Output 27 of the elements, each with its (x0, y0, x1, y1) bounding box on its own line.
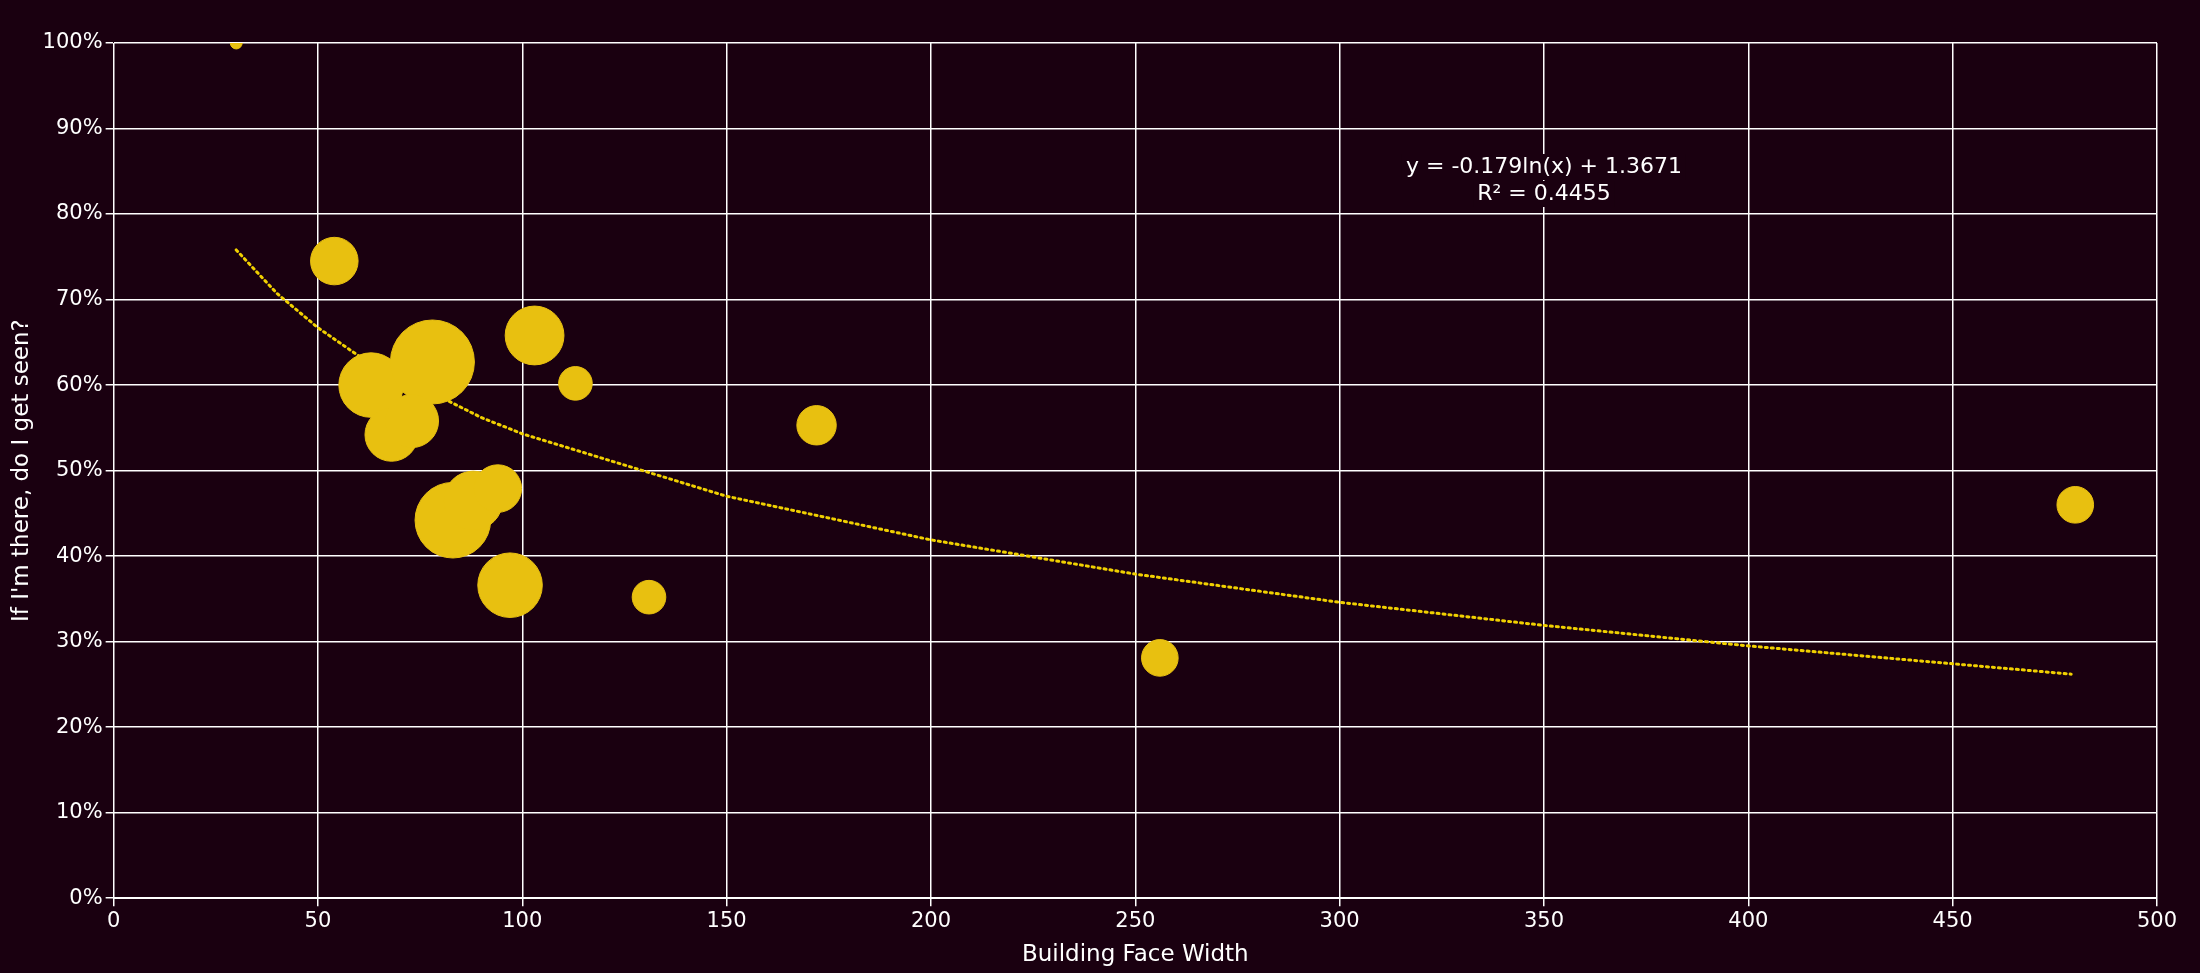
y-tick-label: 0% (69, 884, 103, 909)
x-tick-label: 250 (1115, 908, 1156, 933)
x-tick-label: 100 (502, 908, 543, 933)
x-tick-label: 350 (1523, 908, 1565, 933)
x-tick-label: 50 (304, 908, 332, 933)
x-tick-label: 400 (1728, 908, 1769, 933)
x-tick-label: 300 (1319, 908, 1360, 933)
x-tick-label: 500 (2136, 908, 2178, 933)
x-tick-label: 150 (706, 908, 747, 933)
y-axis-title: If I'm there, do I get seen? (6, 319, 33, 622)
y-tick-label: 80% (55, 200, 103, 225)
y-tick-label: 10% (55, 799, 103, 824)
x-tick-label: 450 (1932, 908, 1973, 933)
y-tick-label: 60% (55, 371, 103, 396)
y-tick-label: 90% (55, 114, 103, 139)
y-tick-label: 40% (55, 542, 103, 567)
y-tick-label: 100% (42, 29, 103, 54)
y-tick-label: 50% (55, 457, 103, 482)
x-tick-label: 200 (910, 908, 952, 933)
annotation: y = -0.179ln(x) + 1.3671 (1405, 152, 1682, 178)
y-tick-label: 20% (55, 713, 103, 738)
line-series (234, 248, 2073, 676)
x-axis-title: Building Face Width (1021, 940, 1249, 967)
x-tick-label: 0 (106, 908, 121, 933)
annotation: R² = 0.4455 (1477, 179, 1611, 205)
y-tick-label: 30% (55, 628, 103, 653)
y-tick-label: 70% (55, 286, 103, 311)
